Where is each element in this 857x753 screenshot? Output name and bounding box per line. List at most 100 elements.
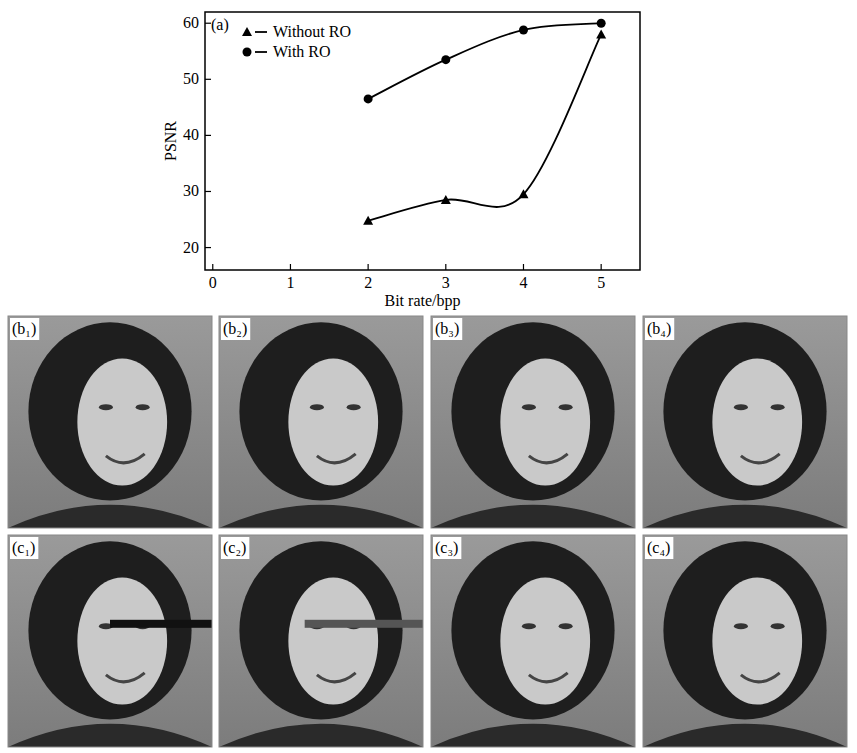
y-tick-label: 50: [183, 70, 199, 87]
photo-face: [77, 577, 167, 704]
series-marker: [596, 29, 606, 38]
photo-label-box: [221, 318, 250, 340]
photo-shoulders: [8, 724, 212, 747]
y-axis-title: PSNR: [162, 121, 179, 161]
photo-hair: [451, 322, 614, 500]
photo-face: [77, 358, 167, 485]
photo-shoulders: [643, 505, 847, 528]
photo-shoulders: [219, 505, 423, 528]
photo-background: [431, 535, 635, 747]
photo-background: [431, 316, 635, 528]
photo-panel: (c₄): [643, 535, 847, 747]
photo-hair: [239, 541, 402, 719]
photo-mouth: [741, 454, 780, 463]
x-tick: [368, 264, 369, 270]
photo-hair: [239, 322, 402, 500]
photo-mouth: [741, 673, 780, 682]
photo-label: (c₄): [647, 539, 670, 557]
photo-eye: [559, 623, 573, 629]
photo-mouth: [106, 454, 145, 463]
legend-label: With RO: [273, 43, 331, 60]
x-tick: [445, 264, 446, 270]
figure: 0123452030405060Bit rate/bppPSNR(a)Witho…: [0, 0, 857, 753]
y-tick-label: 60: [183, 14, 199, 31]
photo-eye: [136, 404, 150, 410]
series-marker: [441, 195, 451, 204]
photo-hair: [28, 322, 191, 500]
plot-frame: [205, 12, 640, 270]
x-tick: [290, 264, 291, 270]
legend: Without ROWith RO: [242, 23, 351, 60]
photo-shoulders: [431, 505, 635, 528]
y-tick-label: 40: [183, 126, 199, 143]
photo-face: [500, 358, 590, 485]
photo-shoulders: [8, 505, 212, 528]
photo-border: [643, 316, 847, 528]
photo-label-box: [433, 537, 461, 559]
y-tick-label: 20: [183, 239, 199, 256]
photo-panel: (b₂): [219, 316, 423, 528]
photo-border: [431, 535, 635, 747]
series-marker: [519, 25, 528, 34]
x-tick-label: 3: [442, 274, 450, 291]
photo-label-box: [645, 537, 673, 559]
photo-shoulders: [219, 724, 423, 747]
photo-eye: [522, 404, 536, 410]
photo-mouth: [317, 673, 356, 682]
photo-panel: (b₄): [643, 316, 847, 528]
photo-border: [8, 316, 212, 528]
series-line: [368, 34, 601, 220]
photo-background: [8, 535, 212, 747]
legend-marker: [243, 48, 252, 57]
series-marker: [363, 216, 373, 225]
photo-face: [500, 577, 590, 704]
photo-face: [712, 358, 802, 485]
photo-artifact: [110, 620, 212, 628]
photo-label: (c₂): [223, 539, 246, 557]
photo-background: [8, 316, 212, 528]
photo-label-box: [10, 537, 38, 559]
photo-face: [288, 358, 378, 485]
series-marker: [441, 55, 450, 64]
photo-eye: [310, 404, 324, 410]
photo-hair: [28, 541, 191, 719]
photo-face: [288, 577, 378, 704]
photo-mouth: [317, 454, 356, 463]
photo-label: (c₁): [12, 539, 35, 557]
photo-eye: [734, 404, 748, 410]
photo-border: [8, 535, 212, 747]
photo-eye: [771, 404, 785, 410]
y-tick: [205, 191, 211, 192]
photo-label-box: [10, 318, 39, 340]
photo-border: [643, 535, 847, 747]
legend-marker: [242, 27, 252, 36]
photo-panel: (b₁): [8, 316, 212, 528]
x-tick: [212, 264, 213, 270]
photo-background: [219, 316, 423, 528]
x-tick: [523, 264, 524, 270]
x-tick-label: 5: [597, 274, 605, 291]
y-tick: [205, 135, 211, 136]
photo-mouth: [529, 454, 568, 463]
photo-border: [219, 316, 423, 528]
photo-mouth: [529, 673, 568, 682]
legend-line: [255, 51, 267, 53]
photo-eye: [347, 404, 361, 410]
y-tick: [205, 247, 211, 248]
photo-eye: [559, 404, 573, 410]
panel-label: (a): [211, 16, 229, 34]
x-tick-label: 1: [286, 274, 294, 291]
photo-face: [712, 577, 802, 704]
photo-label: (c₃): [435, 539, 458, 557]
photo-label: (b₃): [435, 320, 459, 338]
x-tick: [601, 264, 602, 270]
photo-eye: [734, 623, 748, 629]
photo-panel: (c₃): [431, 535, 635, 747]
series-marker: [597, 19, 606, 28]
photo-eye: [522, 623, 536, 629]
photo-background: [219, 535, 423, 747]
plot-data: [363, 19, 606, 225]
photo-background: [643, 316, 847, 528]
series-marker: [518, 189, 528, 198]
photo-panel: (c₂): [219, 535, 423, 747]
